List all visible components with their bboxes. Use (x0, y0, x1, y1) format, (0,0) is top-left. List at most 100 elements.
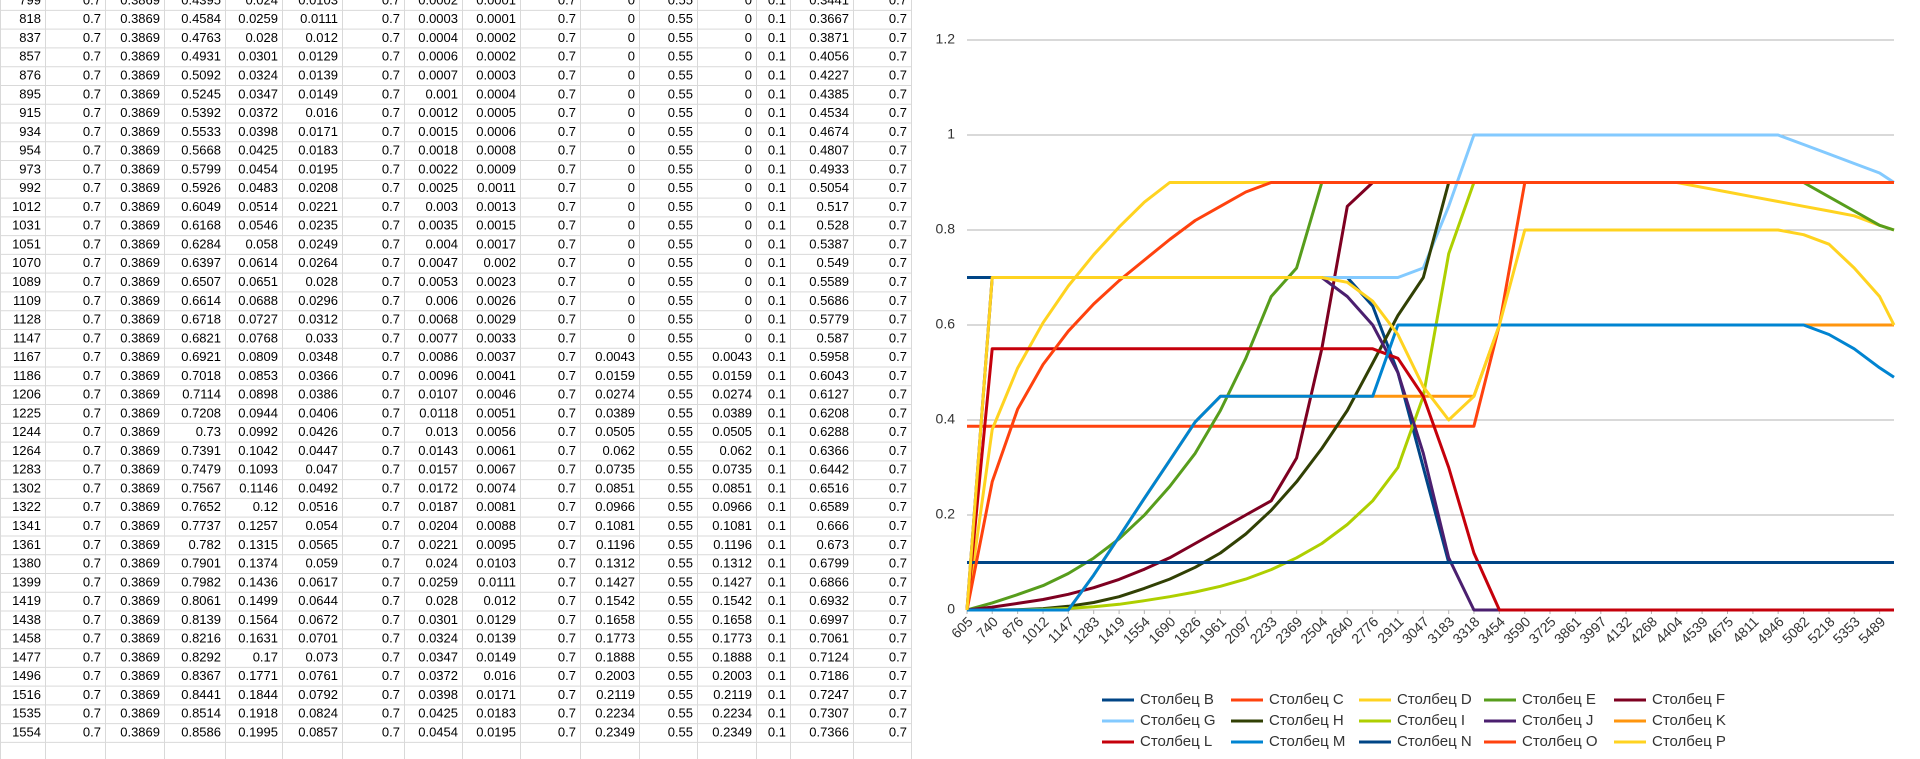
cell: 0.3667 (809, 11, 849, 26)
cell: 0.7 (83, 649, 101, 664)
cell: 0.0139 (476, 631, 516, 646)
cell: 0.0851 (712, 480, 752, 495)
cell: 1283 (12, 462, 41, 477)
y-tick-label: 0.8 (936, 221, 956, 237)
cell: 0.054 (305, 518, 338, 533)
cell: 0.6866 (809, 574, 849, 589)
cell: 0.7391 (181, 443, 221, 458)
cell: 0.3869 (120, 724, 160, 739)
cell: 0.0208 (298, 180, 338, 195)
cell: 0.002 (483, 255, 516, 270)
cell: 0.7 (382, 349, 400, 364)
cell: 0.3869 (120, 593, 160, 608)
cell: 0.0088 (476, 518, 516, 533)
cell: 0.5589 (809, 274, 849, 289)
cell: 0.5533 (181, 124, 221, 139)
cell: 0.1 (768, 143, 786, 158)
cell: 0.7 (889, 124, 907, 139)
cell: 0.1042 (238, 443, 278, 458)
cell: 0.0824 (298, 706, 338, 721)
cell: 0 (628, 255, 635, 270)
cell: 0.3869 (120, 480, 160, 495)
cell: 0.7 (558, 574, 576, 589)
cell: 0.1 (768, 687, 786, 702)
cell: 0 (628, 330, 635, 345)
cell: 0.5387 (809, 236, 849, 251)
cell: 0.7 (382, 86, 400, 101)
cell: 0 (628, 199, 635, 214)
cell: 0.7 (558, 556, 576, 571)
cell: 0.7 (83, 124, 101, 139)
cell: 0.3869 (120, 649, 160, 664)
cell: 0.1081 (712, 518, 752, 533)
cell: 0.55 (668, 161, 693, 176)
cell: 0.55 (668, 537, 693, 552)
cell: 0.7 (382, 593, 400, 608)
cell: 0.7 (382, 556, 400, 571)
cell: 0.55 (668, 574, 693, 589)
cell: 0.6288 (809, 424, 849, 439)
cell: 0.55 (668, 649, 693, 664)
cell: 0.0013 (476, 199, 516, 214)
cell: 0.7 (382, 499, 400, 514)
cell: 0.0008 (476, 143, 516, 158)
cell: 0.3869 (120, 330, 160, 345)
cell: 0.7 (889, 537, 907, 552)
cell: 0.0009 (476, 161, 516, 176)
cell: 0.062 (719, 443, 752, 458)
cell: 0.7 (889, 0, 907, 7)
cell: 0.1 (768, 706, 786, 721)
cell: 0.6442 (809, 462, 849, 477)
legend-label: Столбец F (1652, 691, 1725, 708)
cell: 0 (745, 293, 752, 308)
cell: 0.7652 (181, 499, 221, 514)
cell: 0.1542 (712, 593, 752, 608)
cell: 1399 (12, 574, 41, 589)
cell: 0.0372 (238, 105, 278, 120)
cell: 0.0324 (238, 68, 278, 83)
cell: 0.55 (668, 631, 693, 646)
cell: 0.1093 (238, 462, 278, 477)
cell: 1147 (13, 330, 41, 345)
cell: 0.55 (668, 218, 693, 233)
cell: 0.55 (668, 124, 693, 139)
cell: 0.3869 (120, 312, 160, 327)
cell: 0.7 (382, 30, 400, 45)
cell: 0.7 (83, 143, 101, 158)
cell: 0.0221 (418, 537, 458, 552)
cell: 0.6799 (809, 556, 849, 571)
cell: 0.7 (83, 330, 101, 345)
cell: 1302 (12, 480, 41, 495)
cell: 0.033 (305, 330, 338, 345)
cell: 0.7 (83, 480, 101, 495)
cell: 0.7 (83, 30, 101, 45)
cell: 973 (19, 161, 41, 176)
cell: 0.1 (768, 255, 786, 270)
series-line (965, 347, 1894, 612)
cell: 0.7 (889, 161, 907, 176)
cell: 0.0002 (476, 30, 516, 45)
cell: 0.1 (768, 668, 786, 683)
cell: 0.55 (668, 199, 693, 214)
cell: 0.0172 (418, 480, 458, 495)
cell: 0.1 (768, 424, 786, 439)
cell: 1438 (12, 612, 41, 627)
cell: 0.0249 (298, 236, 338, 251)
cell: 0.55 (668, 11, 693, 26)
cell: 0.0004 (476, 86, 516, 101)
cell: 0.1 (768, 499, 786, 514)
cell: 1322 (12, 499, 41, 514)
cell: 0.3869 (120, 293, 160, 308)
cell: 0.55 (668, 105, 693, 120)
cell: 0.0043 (712, 349, 752, 364)
cell: 0.7366 (809, 724, 849, 739)
cell: 0.7 (889, 68, 907, 83)
cell: 0.7 (558, 218, 576, 233)
cell: 0.3869 (120, 518, 160, 533)
cell: 0.0001 (476, 11, 516, 26)
cell: 0.1 (768, 443, 786, 458)
series-line (967, 323, 1895, 612)
cell: 0.1 (768, 462, 786, 477)
cell: 0.6821 (181, 330, 221, 345)
cell: 0.0898 (238, 387, 278, 402)
